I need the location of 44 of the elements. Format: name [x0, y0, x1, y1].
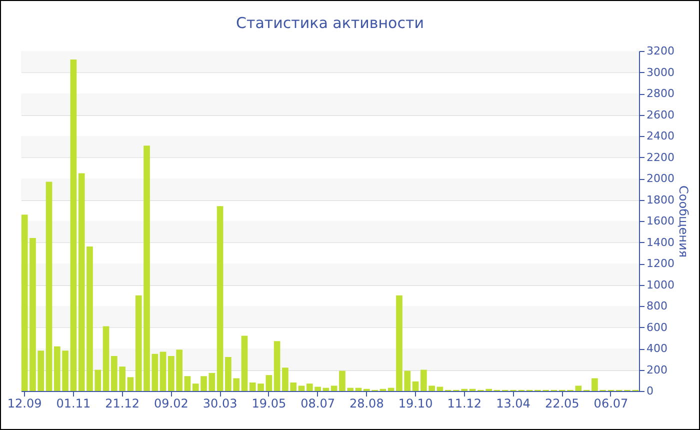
x-tick-label: 13.04	[496, 396, 530, 410]
bar	[102, 326, 110, 391]
y-tick-label: 1800	[646, 193, 674, 206]
y-tick-label: 1200	[646, 257, 674, 270]
y-tick-label: 1400	[646, 236, 674, 249]
y-tick-label: 400	[646, 342, 668, 355]
y-tick-label: 0	[646, 384, 654, 398]
y-tick-label: 1600	[646, 214, 674, 228]
y-tick-label: 200	[646, 363, 668, 376]
y-tick-label: 2600	[646, 108, 674, 122]
x-tick-label: 01.11	[56, 396, 91, 410]
bar	[274, 341, 280, 391]
bar	[46, 182, 52, 391]
bar	[70, 60, 77, 391]
y-tick-label: 2000	[646, 172, 674, 185]
x-tick-label: 19.10	[398, 396, 433, 410]
bar	[412, 381, 419, 391]
bar	[216, 206, 224, 391]
y-tick-label: 3200	[646, 44, 674, 58]
bar	[330, 386, 338, 391]
x-tick-label: 21.12	[105, 396, 140, 410]
x-tick-label: 28.08	[349, 396, 384, 410]
y-tick-label: 2800	[646, 87, 674, 100]
bar	[184, 376, 191, 391]
y-tick-label: 2400	[646, 130, 674, 142]
x-tick-label: 11.12	[447, 396, 482, 410]
chart-title: Статистика активности	[236, 14, 424, 32]
y-tick-label: 1000	[646, 278, 674, 292]
x-tick-label: 22.05	[544, 396, 580, 410]
x-tick-label: 19.05	[252, 396, 286, 410]
bar	[298, 386, 305, 391]
bar	[160, 352, 166, 391]
x-tick-label: 06.07	[594, 396, 628, 410]
bar	[241, 336, 248, 391]
y-tick-label: 2200	[646, 150, 674, 164]
bar	[127, 377, 134, 391]
x-tick-label: 12.09	[7, 396, 42, 410]
y-axis-title: Сообщения	[676, 185, 690, 258]
y-tick-label: 3000	[646, 66, 674, 79]
x-tick-label: 08.07	[300, 396, 335, 410]
y-tick-label: 600	[646, 320, 668, 334]
x-tick-label: 09.02	[154, 396, 188, 410]
y-tick-label: 800	[646, 300, 668, 312]
x-tick-label: 30.03	[202, 396, 238, 410]
